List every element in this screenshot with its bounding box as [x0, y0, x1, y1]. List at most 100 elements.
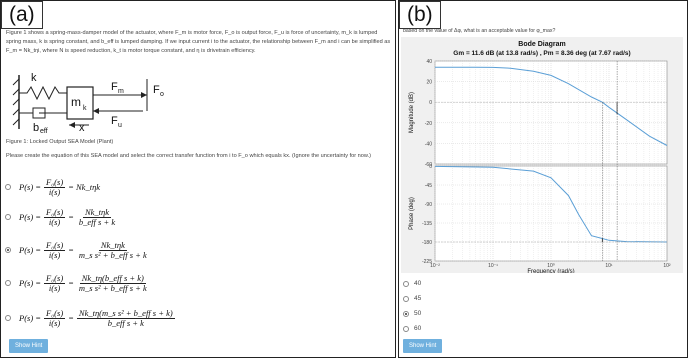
- eq-frac-right: Nk_tη(b_eff s + k) m_s s² + b_eff s + k: [77, 272, 149, 293]
- panel-a-label: (a): [1, 1, 43, 29]
- tf-equation: P(s) = F₀(s) i(s) = Nk_tη(b_eff s + k) m_s s²…: [19, 272, 152, 293]
- show-hint-button-a[interactable]: Show Hint: [9, 339, 49, 353]
- radio-button[interactable]: [403, 295, 409, 302]
- tf-option-2[interactable]: P(s) = F₀(s) i(s) = Nk_tηk b_eff s + k: [5, 205, 120, 229]
- y-tick-label: 0: [429, 164, 432, 170]
- radio-button[interactable]: [5, 184, 11, 190]
- eq-frac-left: F₀(s) i(s): [44, 239, 66, 260]
- mass-label: m: [71, 95, 81, 109]
- y-tick-label: -40: [425, 141, 432, 147]
- answer-option-50[interactable]: 50: [403, 310, 421, 317]
- radio-button[interactable]: [5, 247, 11, 253]
- eq-num: F₀(s): [44, 176, 66, 188]
- radio-button[interactable]: [5, 214, 11, 220]
- panel-a: (a) Figure 1 shows a spring-mass-damper …: [0, 0, 396, 358]
- y-tick-label: -135: [422, 221, 432, 227]
- eq-lhs: P(s) =: [19, 245, 42, 255]
- tf-option-3[interactable]: P(s) = F₀(s) i(s) = Nk_tηk m_s s² + b_eff s +…: [5, 238, 152, 262]
- bode-diagram: Bode Diagram Gm = 11.6 dB (at 13.8 rad/s)…: [401, 37, 683, 273]
- eq-frac-right: Nk_tη(m_s s² + b_eff s + k) b_eff s + k: [76, 307, 175, 328]
- figure-caption: Figure 1: Locked Output SEA Model (Plant…: [6, 139, 114, 145]
- radio-button[interactable]: [5, 315, 11, 321]
- eq-den: i(s): [48, 249, 61, 260]
- x-tick-label: 10¹: [605, 263, 613, 269]
- y-tick-label: 0: [429, 100, 432, 106]
- radio-button[interactable]: [5, 280, 11, 286]
- eq-rden: m_s s² + b_eff s + k: [78, 249, 147, 260]
- x-tick-label: 10⁻²: [430, 263, 440, 269]
- tf-equation: P(s) = F₀(s) i(s) = Nk_tηk b_eff s + k: [19, 206, 120, 227]
- eq-den: i(s): [48, 317, 61, 328]
- chart-subtitle: Gm = 11.6 dB (at 13.8 rad/s) , Pm = 8.36…: [453, 50, 630, 57]
- eq-rden: b_eff s + k: [78, 216, 116, 227]
- eq-num: F₀(s): [44, 239, 66, 251]
- fm-label: F: [111, 81, 118, 93]
- tf-option-1[interactable]: P(s) = F₀(s) i(s) = Nk_tηk: [5, 175, 100, 199]
- eq-rnum: Nk_tη(b_eff s + k): [79, 272, 146, 284]
- tf-option-4[interactable]: P(s) = F₀(s) i(s) = Nk_tη(b_eff s + k) m_s s²…: [5, 271, 152, 295]
- beff-sub: eff: [40, 128, 48, 133]
- question-text: Please create the equation of this SEA m…: [6, 153, 372, 159]
- eq-frac-right: Nk_tηk m_s s² + b_eff s + k: [77, 240, 149, 260]
- fu-sub: u: [118, 122, 122, 129]
- eq-den: i(s): [48, 282, 61, 293]
- x-tick-label: 10⁰: [547, 263, 555, 269]
- y-tick-label: 20: [426, 80, 432, 86]
- eq-num: F₀(s): [44, 206, 66, 218]
- fo-label: F: [153, 84, 160, 96]
- magnitude-ylabel: Magnitude (dB): [409, 92, 415, 133]
- tf-equation: P(s) = F₀(s) i(s) = Nk_tηk m_s s² + b_eff s +…: [19, 239, 152, 260]
- eq-rden: m_s s² + b_eff s + k: [78, 282, 147, 293]
- eq-lhs: P(s) =: [19, 182, 42, 192]
- magnitude-curve: [435, 66, 668, 146]
- eq-frac-left: F₀(s) i(s): [44, 307, 66, 328]
- panel-b: (b) based on the value of Δφ, what is an…: [398, 0, 688, 358]
- eq-num: F₀(s): [44, 307, 66, 319]
- eq-rden: b_eff s + k: [107, 317, 144, 328]
- eq-frac-left: F₀(s) i(s): [44, 206, 66, 227]
- eq-lhs: P(s) =: [19, 313, 42, 323]
- fm-sub: m: [118, 88, 124, 95]
- y-tick-label: -225: [422, 259, 432, 265]
- eq-rhs: =: [68, 278, 74, 288]
- show-hint-button-b[interactable]: Show Hint: [403, 339, 443, 353]
- answer-label: 50: [414, 310, 422, 317]
- radio-button[interactable]: [403, 325, 409, 332]
- eq-lhs: P(s) =: [19, 212, 42, 222]
- radio-button[interactable]: [403, 280, 409, 287]
- answer-label: 60: [414, 325, 422, 332]
- y-tick-label: -60: [425, 162, 432, 168]
- magnitude-axes: [434, 60, 668, 165]
- phase-curve: [434, 165, 668, 243]
- x-label: x: [79, 122, 85, 133]
- tf-option-5[interactable]: P(s) = F₀(s) i(s) = Nk_tη(m_s s² + b_eff s +…: [5, 306, 178, 330]
- eq-lhs: P(s) =: [19, 278, 42, 288]
- y-tick-label: 40: [426, 59, 432, 65]
- y-tick-label: -20: [425, 121, 432, 127]
- answer-option-40[interactable]: 40: [403, 280, 421, 287]
- eq-frac-left: F₀(s) i(s): [44, 272, 66, 293]
- eq-den: i(s): [48, 216, 61, 227]
- answer-label: 45: [414, 295, 422, 302]
- eq-den: i(s): [48, 186, 61, 197]
- eq-frac-right: Nk_tηk b_eff s + k: [77, 206, 117, 227]
- y-tick-label: -90: [425, 202, 432, 208]
- fu-label: F: [111, 115, 118, 127]
- eq-rhs: =: [68, 212, 74, 222]
- answer-option-45[interactable]: 45: [403, 295, 421, 302]
- beff-label: b: [33, 122, 39, 133]
- eq-frac-left: F₀(s) i(s): [44, 176, 66, 197]
- eq-rnum: Nk_tη(m_s s² + b_eff s + k): [76, 307, 175, 319]
- answer-label: 40: [414, 280, 422, 287]
- answer-option-60[interactable]: 60: [403, 325, 421, 332]
- eq-rnum: Nk_tηk: [82, 206, 112, 218]
- x-tick-label: 10⁻¹: [488, 263, 498, 269]
- fo-sub: o: [160, 91, 164, 98]
- y-tick-label: -45: [425, 183, 432, 189]
- chart-title: Bode Diagram: [518, 41, 565, 48]
- radio-button[interactable]: [403, 310, 409, 317]
- phase-ylabel: Phase (deg): [409, 197, 415, 230]
- eq-num: F₀(s): [44, 272, 66, 284]
- y-tick-label: -180: [422, 240, 432, 246]
- eq-rhs: =: [68, 245, 74, 255]
